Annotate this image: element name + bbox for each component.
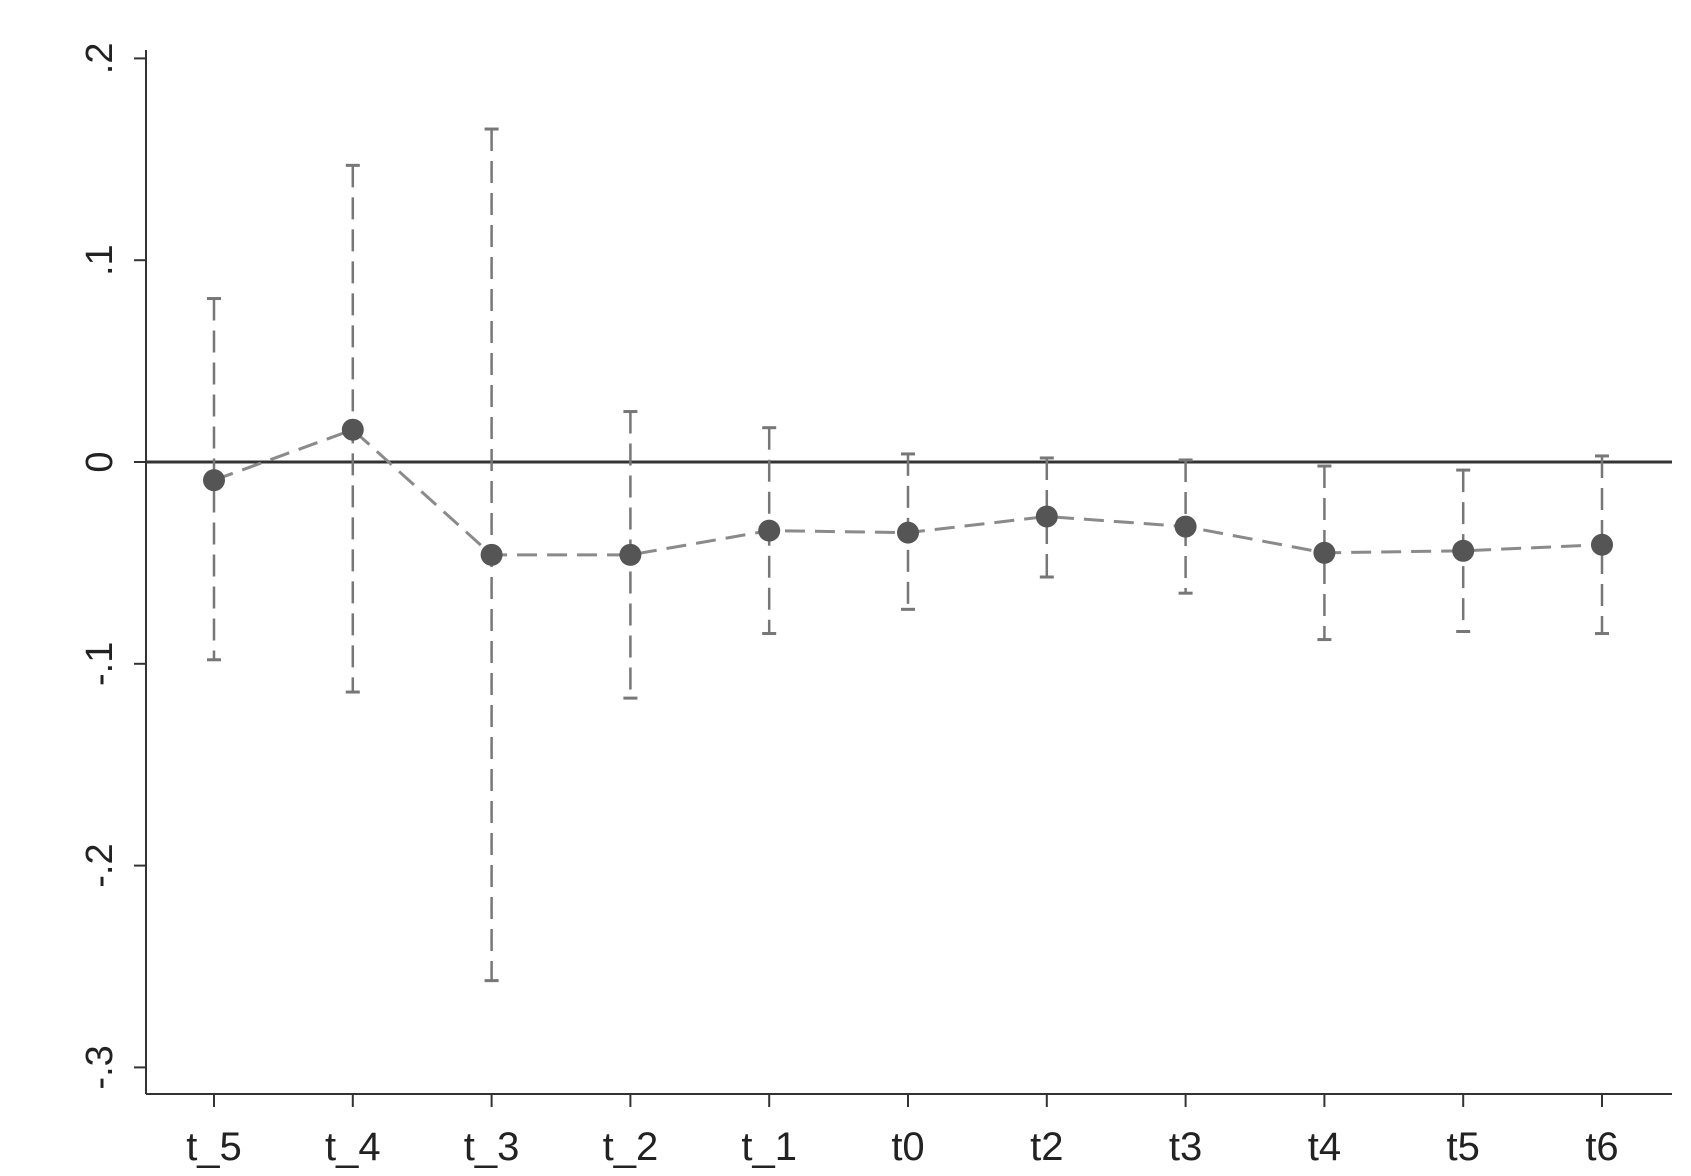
data-point — [480, 543, 503, 566]
data-point — [619, 543, 642, 566]
data-point — [203, 469, 225, 492]
x-tick-label: t3 — [1169, 1125, 1202, 1169]
x-tick-label: t0 — [891, 1125, 924, 1169]
x-tick-label: t_2 — [603, 1125, 659, 1169]
x-tick-label: t_1 — [741, 1125, 797, 1169]
x-tick-label: t6 — [1585, 1125, 1618, 1169]
axes: .2 .1 0 -.1 -.2 -.3 t_5 t_4 t_3 t_2 t_1 t0 t2 t3 t4 t5 t… — [79, 43, 1672, 1169]
x-tick-label: t2 — [1030, 1125, 1063, 1169]
data-point — [897, 521, 919, 544]
x-tick-label: t4 — [1308, 1125, 1341, 1169]
x-tick-label: t_3 — [464, 1125, 520, 1169]
y-tick-label: 0 — [79, 451, 121, 472]
data-point — [758, 519, 781, 542]
x-tick-label: t_4 — [325, 1125, 381, 1169]
y-tick-label: -.1 — [79, 642, 121, 686]
y-tick-label: .1 — [79, 244, 121, 276]
data-point — [1452, 539, 1475, 562]
data-point — [1035, 505, 1058, 528]
data-point — [1174, 515, 1197, 538]
y-tick-label: -.3 — [79, 1045, 121, 1089]
marks — [146, 127, 1672, 983]
x-tick-label: t_5 — [186, 1125, 242, 1169]
y-tick-label: -.2 — [79, 843, 121, 887]
data-point — [1591, 533, 1613, 556]
data-point — [341, 418, 364, 441]
x-tick-label: t5 — [1447, 1125, 1480, 1169]
data-point — [1313, 541, 1336, 564]
y-tick-label: .2 — [79, 43, 121, 75]
